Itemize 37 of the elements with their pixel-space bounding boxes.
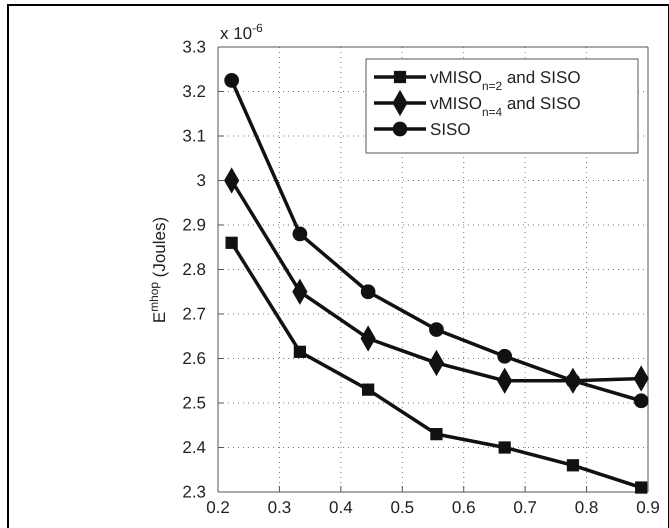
x-tick-label: 0.7	[513, 498, 537, 518]
point	[497, 348, 512, 364]
y-tick-label: 3.2	[182, 82, 206, 101]
y-tick-label: 2.6	[182, 348, 206, 368]
point	[292, 226, 308, 242]
y-tick-label: 3.3	[182, 37, 206, 56]
x-tick-label: 0.6	[452, 498, 476, 518]
y-tick-label: 2.9	[182, 215, 206, 234]
y-tick-label: 2.7	[182, 304, 206, 324]
point	[429, 322, 444, 337]
x-tick-label: 0.3	[268, 498, 292, 518]
legend-label: SISO	[430, 120, 471, 139]
point	[226, 236, 238, 249]
x-tick-label: 0.2	[206, 498, 230, 518]
legend-label: vMISO$_{n=2}$ and SISO	[430, 68, 581, 93]
point	[430, 428, 443, 440]
legend-label: vMISO$_{n=4}$ and SISO	[430, 94, 581, 119]
x-tick-label: 0.5	[390, 498, 414, 518]
point	[566, 373, 580, 388]
y-tick-label: 2.5	[182, 393, 206, 412]
x-tick-label: 0.4	[329, 498, 353, 518]
y-tick-label: 2.8	[182, 260, 206, 279]
point	[634, 393, 649, 408]
point	[635, 481, 648, 494]
point	[362, 384, 374, 396]
point	[224, 73, 239, 88]
x-tick-label: 0.8	[574, 498, 598, 518]
text: x 10$^{-6}$	[220, 21, 264, 43]
x-tick-label: 0.9	[636, 498, 660, 518]
y-tick-label: 3.1	[182, 126, 206, 146]
point	[498, 441, 511, 454]
y-tick-label: 3	[196, 170, 206, 190]
y-tick-label: 2.3	[182, 482, 206, 502]
point	[294, 346, 306, 358]
point	[566, 459, 580, 472]
point	[360, 284, 376, 300]
y-tick-label: 2.4	[182, 438, 206, 457]
